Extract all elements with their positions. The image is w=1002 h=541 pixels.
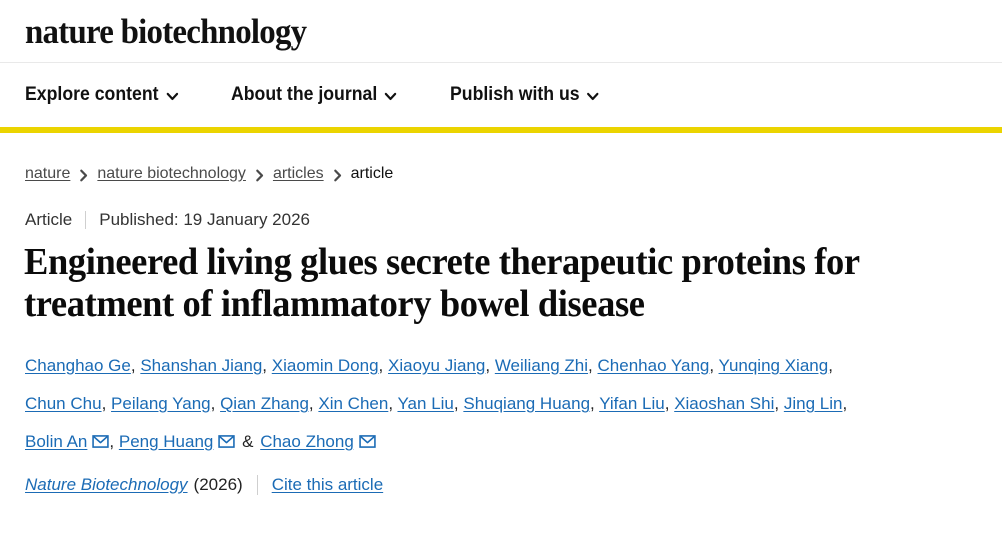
author-link[interactable]: Jing Lin <box>783 394 843 413</box>
site-masthead: nature biotechnology <box>0 0 1002 63</box>
chevron-right-icon <box>333 169 342 182</box>
breadcrumb: nature nature biotechnology articles art… <box>0 133 1002 183</box>
author-link[interactable]: Yunqing Xiang <box>718 356 829 375</box>
author-separator: , <box>308 394 314 413</box>
citation-line: Nature Biotechnology (2026) Cite this ar… <box>0 461 1002 495</box>
author-separator: , <box>378 356 384 375</box>
meta-divider <box>85 211 87 229</box>
nav-item-label: Publish with us <box>449 84 580 105</box>
author-link[interactable]: Chun Chu <box>25 394 102 413</box>
nav-item-label: About the journal <box>230 84 377 105</box>
author-separator: , <box>101 394 107 413</box>
author-separator: , <box>130 356 136 375</box>
envelope-icon[interactable] <box>92 435 110 448</box>
author-link[interactable]: Changhao Ge <box>25 356 131 375</box>
author-link[interactable]: Chao Zhong <box>260 432 354 451</box>
author-separator: , <box>485 356 491 375</box>
article-published-date: Published: 19 January 2026 <box>99 210 310 229</box>
chevron-down-icon <box>166 90 178 103</box>
author-link[interactable]: Shuqiang Huang <box>463 394 591 413</box>
cite-this-article-link[interactable]: Cite this article <box>271 475 384 494</box>
citation-divider <box>256 475 258 495</box>
primary-navigation: Explore content About the journal Publis… <box>0 63 1002 127</box>
breadcrumb-item-nature-biotechnology[interactable]: nature biotechnology <box>97 165 246 182</box>
author-separator: , <box>109 432 115 451</box>
breadcrumb-item-nature[interactable]: nature <box>25 165 71 182</box>
author-link[interactable]: Yifan Liu <box>599 394 665 413</box>
author-link[interactable]: Weiliang Zhi <box>494 356 589 375</box>
author-ampersand: & <box>242 432 254 451</box>
author-link[interactable]: Peng Huang <box>118 432 214 451</box>
yellow-accent-bar <box>0 127 1002 133</box>
author-link[interactable]: Xin Chen <box>318 394 389 413</box>
author-link[interactable]: Chenhao Yang <box>597 356 710 375</box>
nav-item-label: Explore content <box>25 84 159 105</box>
author-link[interactable]: Peilang Yang <box>111 394 211 413</box>
corresponding-author-row: Bolin An, Peng Huang & Chao Zhong <box>25 423 990 461</box>
author-link[interactable]: Shanshan Jiang <box>140 356 263 375</box>
author-separator: , <box>709 356 715 375</box>
chevron-down-icon <box>587 90 599 103</box>
author-link[interactable]: Xiaoyu Jiang <box>388 356 486 375</box>
author-link[interactable]: Qian Zhang <box>220 394 309 413</box>
author-separator: , <box>774 394 780 413</box>
author-list-row: Chun Chu, Peilang Yang, Qian Zhang, Xin … <box>25 385 990 423</box>
author-link[interactable]: Yan Liu <box>397 394 454 413</box>
author-separator: , <box>388 394 394 413</box>
journal-name-link[interactable]: Nature Biotechnology <box>25 475 188 494</box>
nav-item-about-the-journal[interactable]: About the journal <box>231 84 397 106</box>
chevron-down-icon <box>384 90 397 103</box>
chevron-right-icon <box>255 169 264 182</box>
author-list-row: Changhao Ge, Shanshan Jiang, Xiaomin Don… <box>25 347 990 385</box>
author-link[interactable]: Xiaoshan Shi <box>674 394 775 413</box>
page-title: Engineered living glues secrete therapeu… <box>24 241 860 325</box>
nav-item-publish-with-us[interactable]: Publish with us <box>450 84 599 106</box>
author-separator: , <box>262 356 268 375</box>
article-type: Article <box>25 210 73 229</box>
author-link[interactable]: Bolin An <box>25 432 88 451</box>
article-meta: Article Published: 19 January 2026 <box>0 183 1002 230</box>
author-separator: , <box>210 394 216 413</box>
chevron-right-icon <box>79 169 88 182</box>
nav-item-explore-content[interactable]: Explore content <box>25 84 178 106</box>
author-separator: , <box>453 394 459 413</box>
author-separator: , <box>664 394 670 413</box>
author-separator: , <box>828 356 833 375</box>
envelope-icon[interactable] <box>218 435 236 448</box>
author-list: Changhao Ge, Shanshan Jiang, Xiaomin Don… <box>0 347 1002 461</box>
journal-logo[interactable]: nature biotechnology <box>25 12 307 51</box>
author-separator: , <box>590 394 595 413</box>
breadcrumb-item-articles[interactable]: articles <box>272 165 324 182</box>
breadcrumb-item-article: article <box>350 165 394 182</box>
author-link[interactable]: Xiaomin Dong <box>271 356 379 375</box>
envelope-icon[interactable] <box>359 435 376 448</box>
author-separator: , <box>842 394 848 413</box>
author-separator: , <box>588 356 593 375</box>
citation-year: (2026) <box>193 475 243 494</box>
